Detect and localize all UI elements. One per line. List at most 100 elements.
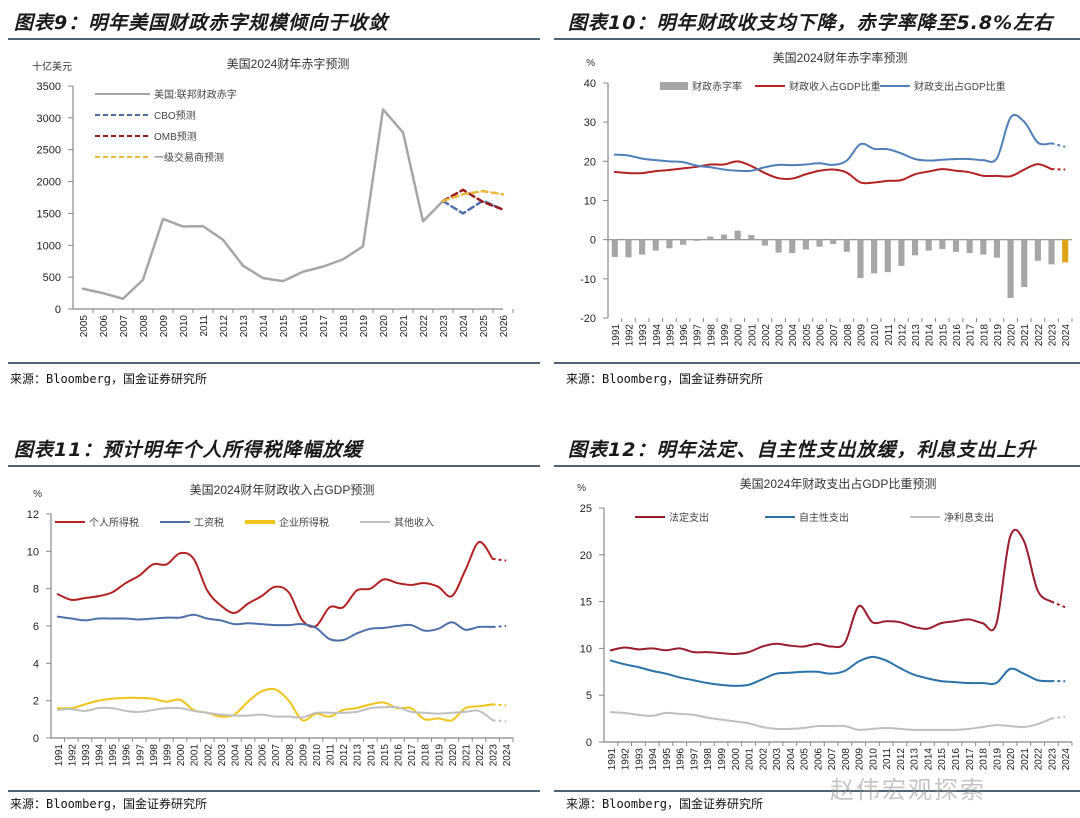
bar-deficit-ratio-2016	[952, 239, 960, 252]
x-tick-label: 2011	[326, 744, 337, 766]
x-tick-label: 2006	[99, 315, 110, 338]
bar-deficit-ratio-2019	[993, 239, 1001, 258]
x-tick-label: 2018	[339, 315, 350, 338]
x-tick-label: 1995	[665, 324, 676, 347]
source-note: 来源：Bloomberg，国金证券研究所	[566, 372, 764, 386]
x-tick-label: 2015	[380, 744, 391, 767]
x-tick-label: 2022	[475, 744, 486, 767]
x-tick-label: 2010	[868, 748, 879, 771]
x-tick-label: 2005	[79, 315, 90, 338]
x-tick-label: 2017	[966, 324, 977, 347]
panel-title: 图表11：预计明年个人所得税降幅放缓	[14, 439, 363, 461]
x-tick-label: 2024	[1061, 748, 1072, 771]
x-tick-label: 2006	[258, 744, 269, 767]
y-tick-label: 2	[33, 696, 39, 708]
chart-title: 美国2024年财政支出占GDP比重预测	[740, 476, 937, 491]
panel-title: 图表12：明年法定、自主性支出放缓，利息支出上升	[568, 439, 1037, 461]
x-tick-label: 2005	[802, 324, 813, 347]
series-projection-0	[492, 557, 507, 562]
bar-deficit-ratio-2015	[939, 239, 946, 250]
y-tick-label: -20	[580, 313, 596, 325]
x-tick-label: 2024	[1061, 324, 1072, 347]
x-tick-label: 2003	[772, 748, 783, 771]
bar-deficit-ratio-2005	[802, 239, 809, 250]
x-tick-label: 2009	[159, 315, 170, 338]
x-tick-label: 2019	[359, 315, 370, 338]
x-tick-label: 2007	[271, 744, 282, 767]
x-tick-label: 1997	[689, 748, 700, 771]
chart-revenue-share: 美国2024财年财政收入占GDP预测% 0 2 4 6 8 10 12 1991 1992 1993…	[27, 482, 514, 767]
y-tick-label: 3000	[37, 113, 61, 125]
title-divider	[8, 465, 540, 467]
bar-deficit-ratio-1993	[639, 239, 646, 255]
x-tick-label: 2006	[816, 324, 827, 347]
chart-deficit-forecast: 美国2024财年赤字预测 十亿美元 0 500 1000 1500 2000 2500 3000…	[32, 56, 514, 338]
y-tick-label: 0	[33, 733, 39, 745]
x-tick-label: 2011	[199, 315, 210, 337]
x-tick-label: 1998	[706, 324, 717, 347]
x-tick-label: 2007	[829, 324, 840, 347]
x-tick-label: 1992	[624, 324, 635, 347]
chart-title: 美国2024财年赤字预测	[227, 56, 350, 71]
x-tick-label: 2002	[758, 748, 769, 771]
x-tick-label: 2007	[119, 315, 130, 338]
x-tick-label: 1991	[607, 748, 618, 771]
x-tick-label: 2017	[319, 315, 330, 338]
x-tick-label: 2013	[910, 748, 921, 771]
y-axis-label: %	[586, 58, 595, 69]
y-tick-label: 20	[580, 550, 592, 562]
y-tick-label: 12	[27, 509, 39, 521]
y-axis-label: 十亿美元	[32, 60, 72, 73]
y-tick-label: 6	[33, 621, 39, 633]
x-tick-label: 2023	[1047, 748, 1058, 771]
legend-label: 工资税	[194, 516, 224, 529]
x-tick-label: 2025	[479, 315, 490, 338]
bar-deficit-ratio-1992	[625, 239, 632, 258]
bar-deficit-ratio-2008	[843, 239, 850, 252]
series-line-0	[56, 540, 494, 628]
legend-label: 个人所得税	[89, 516, 139, 529]
x-tick-label: 2013	[911, 324, 922, 347]
source-divider	[554, 362, 1080, 364]
x-tick-label: 2022	[1034, 324, 1045, 347]
source-divider	[554, 790, 1080, 792]
x-tick-label: 2020	[1006, 748, 1017, 771]
bar-deficit-ratio-2018	[980, 239, 987, 255]
x-tick-label: 2017	[965, 748, 976, 771]
x-tick-label: 1991	[611, 324, 622, 347]
source-note: 来源：Bloomberg，国金证券研究所	[10, 372, 208, 386]
legend-label: 财政收入占GDP比重	[789, 80, 881, 93]
series-line-0	[609, 528, 1053, 656]
bar-deficit-ratio-2004	[789, 239, 796, 253]
y-tick-label: 4	[33, 658, 39, 670]
legend-label: CBO预测	[154, 109, 196, 122]
x-tick-label: 2017	[407, 744, 418, 767]
x-tick-label: 1994	[652, 324, 663, 347]
x-tick-label: 2020	[1007, 324, 1018, 347]
x-tick-label: 2001	[745, 748, 756, 771]
x-tick-label: 1993	[638, 324, 649, 347]
x-tick-label: 2021	[461, 744, 472, 767]
series-line-3	[56, 705, 494, 722]
chart-title: 美国2024财年财政收入占GDP预测	[190, 482, 375, 497]
x-tick-label: 2026	[499, 315, 510, 338]
x-tick-label: 2019	[992, 748, 1003, 771]
y-tick-label: 10	[584, 196, 596, 208]
x-tick-label: 1993	[634, 748, 645, 771]
bar-deficit-ratio-2007	[830, 239, 837, 244]
x-tick-label: 1992	[621, 748, 632, 771]
bar-deficit-ratio-2017	[966, 239, 973, 253]
y-tick-label: 30	[584, 117, 596, 129]
legend-label: 法定支出	[669, 511, 709, 524]
x-tick-label: 2023	[489, 744, 500, 767]
y-tick-label: 1000	[37, 240, 61, 252]
legend-label: 一级交易商预测	[154, 151, 224, 164]
x-tick-label: 2012	[897, 324, 908, 347]
panel-title: 图表10：明年财政收支均下降，赤字率降至5.8%左右	[568, 12, 1054, 34]
bar-deficit-ratio-2020	[1007, 239, 1014, 299]
y-tick-label: 15	[580, 597, 592, 609]
x-tick-label: 2024	[459, 315, 470, 338]
x-tick-label: 1992	[67, 744, 78, 767]
x-tick-label: 2018	[979, 324, 990, 347]
x-tick-label: 2016	[299, 315, 310, 338]
